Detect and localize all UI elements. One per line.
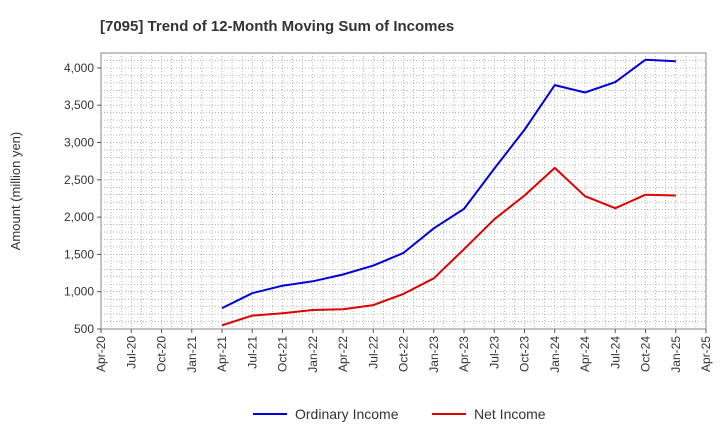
y-tick-label: 2,000 (64, 210, 94, 224)
x-tick-label: Apr-23 (457, 336, 471, 372)
x-tick-label: Apr-21 (215, 336, 229, 372)
x-axis-ticks: Apr-20 Jul-20 Oct-20 Jan-21 Apr-21 Jul-21 Oct-… (94, 329, 713, 373)
x-tick-label: Apr-24 (578, 336, 592, 372)
x-tick-label: Oct-23 (518, 336, 532, 372)
y-tick-label: 500 (74, 322, 94, 336)
series-line-net-income (221, 166, 676, 327)
x-tick-label: Apr-20 (94, 336, 108, 372)
grid (101, 52, 706, 329)
y-axis-label: Amount (million yen) (8, 132, 23, 251)
x-tick-label: Jul-23 (487, 336, 501, 369)
series-lines (221, 58, 676, 327)
x-tick-label: Jan-22 (306, 336, 320, 373)
x-tick-label: Apr-25 (699, 336, 713, 372)
y-tick-label: 1,500 (64, 247, 94, 261)
y-tick-label: 3,500 (64, 98, 94, 112)
legend-label-ordinary-income: Ordinary Income (295, 406, 399, 422)
x-tick-label: Jul-24 (608, 336, 622, 369)
y-tick-label: 3,000 (64, 136, 94, 150)
x-tick-label: Apr-22 (336, 336, 350, 372)
x-tick-label: Jan-23 (427, 336, 441, 373)
x-tick-label: Jan-25 (669, 336, 683, 373)
x-tick-label: Jan-24 (548, 336, 562, 373)
x-tick-label: Oct-24 (639, 336, 653, 372)
legend-label-net-income: Net Income (474, 406, 546, 422)
series-line-ordinary-income (221, 58, 676, 309)
x-tick-label: Oct-21 (276, 336, 290, 372)
y-tick-label: 1,000 (64, 285, 94, 299)
y-axis-ticks: 500 1,000 1,500 2,000 2,500 3,000 3,500 4,000 (64, 61, 101, 336)
x-tick-label: Jul-22 (366, 336, 380, 369)
x-tick-label: Oct-20 (155, 336, 169, 372)
y-tick-label: 2,500 (64, 173, 94, 187)
x-tick-label: Jul-21 (245, 336, 259, 369)
x-tick-label: Jul-20 (124, 336, 138, 369)
y-tick-label: 4,000 (64, 61, 94, 75)
chart-title: [7095] Trend of 12-Month Moving Sum of I… (100, 18, 454, 35)
x-tick-label: Oct-22 (397, 336, 411, 372)
legend: Ordinary Income Net Income (253, 406, 546, 422)
x-tick-label: Jan-21 (185, 336, 199, 373)
